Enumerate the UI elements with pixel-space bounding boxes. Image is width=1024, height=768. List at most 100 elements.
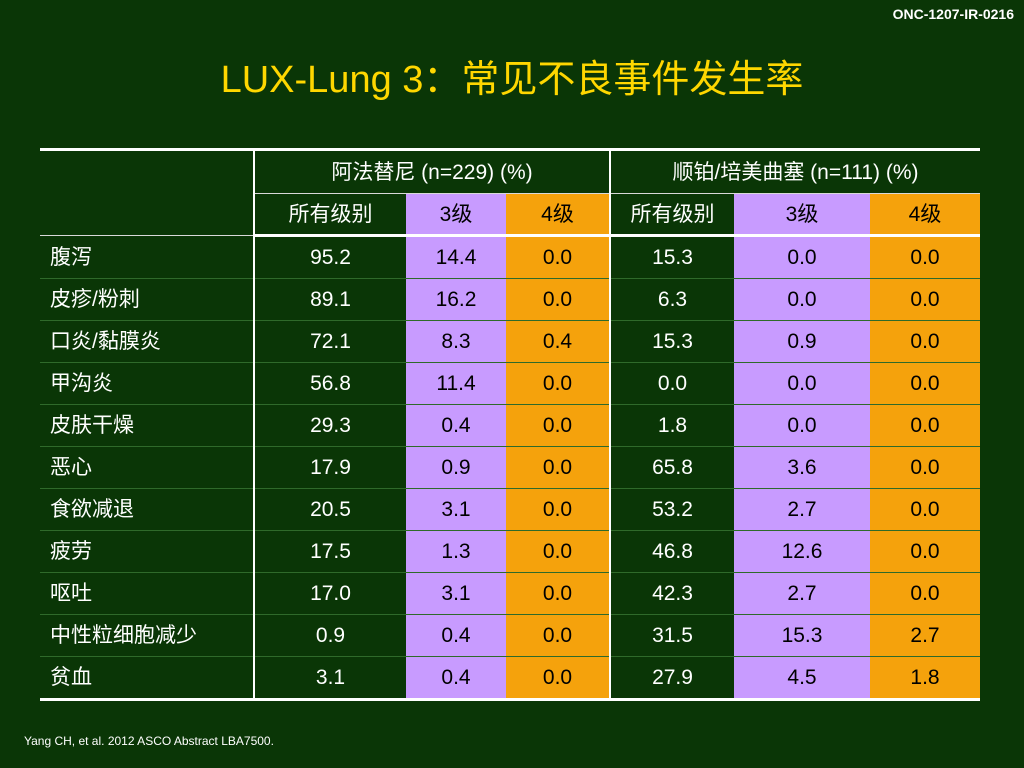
cell-chemo-all-grades: 53.2 xyxy=(609,488,734,531)
cell-chemo-all-grades: 0.0 xyxy=(609,362,734,405)
cell-afatinib-grade4: 0.0 xyxy=(506,572,610,615)
table-row: 口炎/黏膜炎 72.1 8.3 0.4 15.3 0.9 0.0 xyxy=(40,320,981,363)
cell-afatinib-grade3: 3.1 xyxy=(406,572,506,615)
cell-afatinib-grade4: 0.0 xyxy=(506,530,610,573)
slide-title: LUX-Lung 3：常见不良事件发生率 xyxy=(220,59,804,101)
adverse-events-table: 阿法替尼 (n=229) (%) 顺铂/培美曲塞 (n=111) (%) 所有级… xyxy=(40,148,981,701)
sub-header-grade4: 4级 xyxy=(870,193,981,237)
cell-afatinib-all-grades: 17.5 xyxy=(253,530,406,573)
cell-afatinib-grade4: 0.0 xyxy=(506,446,610,489)
cell-afatinib-grade3: 1.3 xyxy=(406,530,506,573)
cell-chemo-grade4: 0.0 xyxy=(870,446,981,489)
cell-chemo-grade3: 12.6 xyxy=(734,530,870,573)
cell-afatinib-grade3: 8.3 xyxy=(406,320,506,363)
row-label: 中性粒细胞减少 xyxy=(40,614,254,657)
table-row: 中性粒细胞减少 0.9 0.4 0.0 31.5 15.3 2.7 xyxy=(40,614,981,657)
table-row: 恶心 17.9 0.9 0.0 65.8 3.6 0.0 xyxy=(40,446,981,489)
table-row: 呕吐 17.0 3.1 0.0 42.3 2.7 0.0 xyxy=(40,572,981,615)
table-row: 腹泻 95.2 14.4 0.0 15.3 0.0 0.0 xyxy=(40,235,981,279)
cell-chemo-all-grades: 46.8 xyxy=(609,530,734,573)
cell-chemo-grade4: 1.8 xyxy=(870,656,981,701)
cell-chemo-grade3: 0.0 xyxy=(734,404,870,447)
cell-afatinib-grade4: 0.0 xyxy=(506,278,610,321)
cell-afatinib-all-grades: 89.1 xyxy=(253,278,406,321)
cell-afatinib-grade3: 0.4 xyxy=(406,614,506,657)
cell-afatinib-all-grades: 3.1 xyxy=(253,656,406,701)
cell-chemo-grade3: 2.7 xyxy=(734,488,870,531)
footnote-citation: Yang CH, et al. 2012 ASCO Abstract LBA75… xyxy=(24,734,274,748)
row-label: 皮肤干燥 xyxy=(40,404,254,447)
cell-chemo-grade3: 0.0 xyxy=(734,278,870,321)
cell-afatinib-grade4: 0.0 xyxy=(506,362,610,405)
cell-afatinib-grade4: 0.0 xyxy=(506,235,610,279)
cell-afatinib-grade4: 0.0 xyxy=(506,488,610,531)
sub-header-grade3: 3级 xyxy=(734,193,870,237)
cell-afatinib-all-grades: 0.9 xyxy=(253,614,406,657)
group-header-row: 阿法替尼 (n=229) (%) 顺铂/培美曲塞 (n=111) (%) xyxy=(40,148,981,236)
cell-chemo-all-grades: 15.3 xyxy=(609,320,734,363)
sub-header-all-grades: 所有级别 xyxy=(609,193,734,237)
table-row: 皮肤干燥 29.3 0.4 0.0 1.8 0.0 0.0 xyxy=(40,404,981,447)
row-label: 贫血 xyxy=(40,656,254,701)
table-row: 疲劳 17.5 1.3 0.0 46.8 12.6 0.0 xyxy=(40,530,981,573)
row-label: 口炎/黏膜炎 xyxy=(40,320,254,363)
cell-chemo-grade3: 0.0 xyxy=(734,235,870,279)
cell-afatinib-grade3: 11.4 xyxy=(406,362,506,405)
cell-afatinib-all-grades: 95.2 xyxy=(253,235,406,279)
cell-chemo-all-grades: 42.3 xyxy=(609,572,734,615)
cell-chemo-all-grades: 1.8 xyxy=(609,404,734,447)
cell-chemo-grade4: 2.7 xyxy=(870,614,981,657)
cell-chemo-all-grades: 6.3 xyxy=(609,278,734,321)
row-label: 腹泻 xyxy=(40,235,254,279)
cell-afatinib-all-grades: 17.0 xyxy=(253,572,406,615)
table-row: 食欲减退 20.5 3.1 0.0 53.2 2.7 0.0 xyxy=(40,488,981,531)
cell-chemo-all-grades: 27.9 xyxy=(609,656,734,701)
cell-afatinib-grade4: 0.0 xyxy=(506,614,610,657)
row-label: 疲劳 xyxy=(40,530,254,573)
cell-chemo-grade4: 0.0 xyxy=(870,278,981,321)
cell-afatinib-grade3: 0.4 xyxy=(406,656,506,701)
group-header-cisplatin-pemetrexed: 顺铂/培美曲塞 (n=111) (%) xyxy=(608,148,981,194)
cell-chemo-grade3: 0.9 xyxy=(734,320,870,363)
cell-chemo-all-grades: 65.8 xyxy=(609,446,734,489)
cell-chemo-grade3: 15.3 xyxy=(734,614,870,657)
row-label: 食欲减退 xyxy=(40,488,254,531)
cell-chemo-grade3: 4.5 xyxy=(734,656,870,701)
cell-afatinib-all-grades: 20.5 xyxy=(253,488,406,531)
cell-afatinib-grade3: 14.4 xyxy=(406,235,506,279)
cell-chemo-grade4: 0.0 xyxy=(870,320,981,363)
cell-chemo-grade4: 0.0 xyxy=(870,572,981,615)
cell-afatinib-grade3: 16.2 xyxy=(406,278,506,321)
cell-afatinib-grade3: 0.4 xyxy=(406,404,506,447)
row-label: 呕吐 xyxy=(40,572,254,615)
cell-chemo-grade3: 2.7 xyxy=(734,572,870,615)
cell-chemo-all-grades: 31.5 xyxy=(609,614,734,657)
cell-afatinib-grade3: 0.9 xyxy=(406,446,506,489)
cell-afatinib-all-grades: 29.3 xyxy=(253,404,406,447)
cell-chemo-grade4: 0.0 xyxy=(870,235,981,279)
row-label: 皮疹/粉刺 xyxy=(40,278,254,321)
cell-afatinib-grade4: 0.4 xyxy=(506,320,610,363)
row-label: 恶心 xyxy=(40,446,254,489)
sub-header-grade3: 3级 xyxy=(406,193,506,237)
slide-code: ONC-1207-IR-0216 xyxy=(892,6,1014,22)
cell-afatinib-grade3: 3.1 xyxy=(406,488,506,531)
cell-chemo-grade4: 0.0 xyxy=(870,362,981,405)
cell-chemo-grade4: 0.0 xyxy=(870,488,981,531)
group-header-afatinib: 阿法替尼 (n=229) (%) xyxy=(253,148,610,194)
corner-cell xyxy=(40,148,254,236)
cell-afatinib-grade4: 0.0 xyxy=(506,404,610,447)
cell-afatinib-grade4: 0.0 xyxy=(506,656,610,701)
cell-chemo-grade3: 3.6 xyxy=(734,446,870,489)
sub-header-row: 所有级别 3级 4级 所有级别 3级 4级 xyxy=(40,193,981,237)
cell-afatinib-all-grades: 72.1 xyxy=(253,320,406,363)
cell-afatinib-all-grades: 17.9 xyxy=(253,446,406,489)
table-row: 皮疹/粉刺 89.1 16.2 0.0 6.3 0.0 0.0 xyxy=(40,278,981,321)
sub-header-grade4: 4级 xyxy=(506,193,610,237)
cell-chemo-grade3: 0.0 xyxy=(734,362,870,405)
cell-chemo-grade4: 0.0 xyxy=(870,530,981,573)
cell-afatinib-all-grades: 56.8 xyxy=(253,362,406,405)
row-label: 甲沟炎 xyxy=(40,362,254,405)
cell-chemo-all-grades: 15.3 xyxy=(609,235,734,279)
table-row: 甲沟炎 56.8 11.4 0.0 0.0 0.0 0.0 xyxy=(40,362,981,405)
